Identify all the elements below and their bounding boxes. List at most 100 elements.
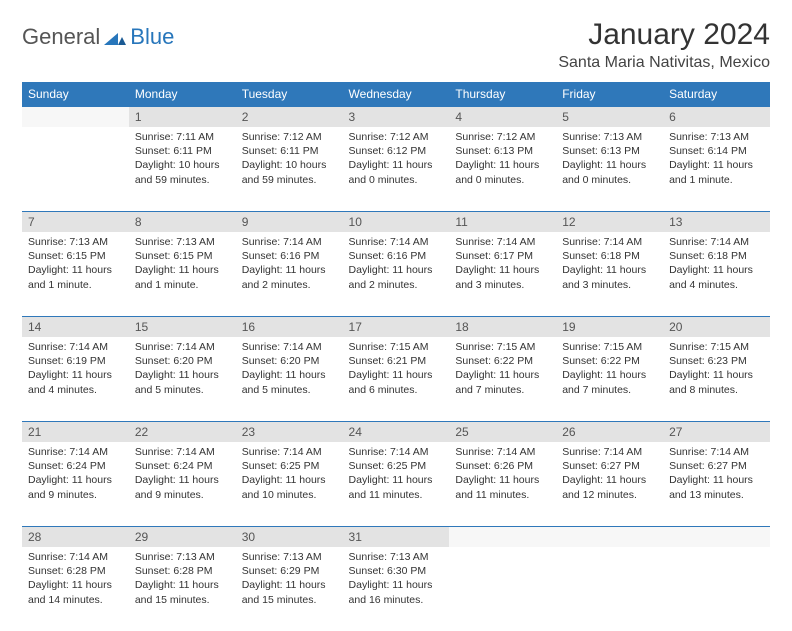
day-details: Sunrise: 7:14 AMSunset: 6:16 PMDaylight:…: [343, 232, 450, 298]
sunrise-text: Sunrise: 7:15 AM: [562, 340, 657, 354]
daylight-text: Daylight: 11 hours and 7 minutes.: [562, 368, 657, 396]
day-number: 20: [663, 316, 770, 337]
day-number: 21: [22, 421, 129, 442]
day-number-row: 123456: [22, 106, 770, 127]
day-detail-row: Sunrise: 7:13 AMSunset: 6:15 PMDaylight:…: [22, 232, 770, 316]
header: General Blue January 2024 Santa Maria Na…: [22, 18, 770, 72]
sunset-text: Sunset: 6:14 PM: [669, 144, 764, 158]
day-number: 19: [556, 316, 663, 337]
sunset-text: Sunset: 6:22 PM: [562, 354, 657, 368]
day-details: Sunrise: 7:12 AMSunset: 6:13 PMDaylight:…: [449, 127, 556, 193]
weekday-header-row: SundayMondayTuesdayWednesdayThursdayFrid…: [22, 82, 770, 106]
location-subtitle: Santa Maria Nativitas, Mexico: [558, 54, 770, 72]
day-details: Sunrise: 7:14 AMSunset: 6:25 PMDaylight:…: [343, 442, 450, 508]
daylight-text: Daylight: 11 hours and 1 minute.: [135, 263, 230, 291]
day-details: Sunrise: 7:13 AMSunset: 6:29 PMDaylight:…: [236, 547, 343, 613]
logo-mark-icon: [104, 29, 126, 45]
daylight-text: Daylight: 11 hours and 5 minutes.: [135, 368, 230, 396]
daylight-text: Daylight: 11 hours and 0 minutes.: [562, 158, 657, 186]
day-number: 11: [449, 211, 556, 232]
day-cell: Sunrise: 7:14 AMSunset: 6:16 PMDaylight:…: [236, 232, 343, 316]
daylight-text: Daylight: 10 hours and 59 minutes.: [242, 158, 337, 186]
day-number: 6: [663, 106, 770, 127]
weekday-header: Saturday: [663, 82, 770, 106]
sunset-text: Sunset: 6:27 PM: [562, 459, 657, 473]
sunset-text: Sunset: 6:25 PM: [242, 459, 337, 473]
day-cell: [22, 127, 129, 211]
sunset-text: Sunset: 6:23 PM: [669, 354, 764, 368]
day-number: 8: [129, 211, 236, 232]
daylight-text: Daylight: 11 hours and 2 minutes.: [242, 263, 337, 291]
day-details: Sunrise: 7:13 AMSunset: 6:15 PMDaylight:…: [22, 232, 129, 298]
sunrise-text: Sunrise: 7:14 AM: [455, 235, 550, 249]
day-number-empty: [449, 526, 556, 547]
weekday-header: Thursday: [449, 82, 556, 106]
day-details: Sunrise: 7:11 AMSunset: 6:11 PMDaylight:…: [129, 127, 236, 193]
day-detail-row: Sunrise: 7:11 AMSunset: 6:11 PMDaylight:…: [22, 127, 770, 211]
daylight-text: Daylight: 11 hours and 4 minutes.: [669, 263, 764, 291]
day-details: Sunrise: 7:15 AMSunset: 6:21 PMDaylight:…: [343, 337, 450, 403]
sunset-text: Sunset: 6:16 PM: [242, 249, 337, 263]
day-number: 14: [22, 316, 129, 337]
day-cell: Sunrise: 7:13 AMSunset: 6:13 PMDaylight:…: [556, 127, 663, 211]
day-details: Sunrise: 7:13 AMSunset: 6:15 PMDaylight:…: [129, 232, 236, 298]
day-cell: Sunrise: 7:13 AMSunset: 6:30 PMDaylight:…: [343, 547, 450, 631]
day-cell: Sunrise: 7:14 AMSunset: 6:26 PMDaylight:…: [449, 442, 556, 526]
weekday-header: Tuesday: [236, 82, 343, 106]
day-cell: Sunrise: 7:14 AMSunset: 6:18 PMDaylight:…: [663, 232, 770, 316]
sunrise-text: Sunrise: 7:14 AM: [349, 445, 444, 459]
month-title: January 2024: [558, 18, 770, 52]
daylight-text: Daylight: 11 hours and 6 minutes.: [349, 368, 444, 396]
sunset-text: Sunset: 6:24 PM: [135, 459, 230, 473]
daylight-text: Daylight: 11 hours and 7 minutes.: [455, 368, 550, 396]
sunset-text: Sunset: 6:24 PM: [28, 459, 123, 473]
sunrise-text: Sunrise: 7:14 AM: [349, 235, 444, 249]
weekday-header: Sunday: [22, 82, 129, 106]
sunset-text: Sunset: 6:18 PM: [669, 249, 764, 263]
sunrise-text: Sunrise: 7:14 AM: [669, 235, 764, 249]
sunrise-text: Sunrise: 7:14 AM: [562, 445, 657, 459]
day-number: 13: [663, 211, 770, 232]
sunrise-text: Sunrise: 7:14 AM: [455, 445, 550, 459]
sunset-text: Sunset: 6:28 PM: [28, 564, 123, 578]
day-cell: Sunrise: 7:15 AMSunset: 6:23 PMDaylight:…: [663, 337, 770, 421]
sunset-text: Sunset: 6:27 PM: [669, 459, 764, 473]
day-details: Sunrise: 7:12 AMSunset: 6:12 PMDaylight:…: [343, 127, 450, 193]
day-cell: [449, 547, 556, 631]
sunrise-text: Sunrise: 7:13 AM: [562, 130, 657, 144]
day-number-row: 14151617181920: [22, 316, 770, 337]
day-details: Sunrise: 7:14 AMSunset: 6:27 PMDaylight:…: [556, 442, 663, 508]
day-number: 12: [556, 211, 663, 232]
weekday-header: Friday: [556, 82, 663, 106]
weekday-header: Wednesday: [343, 82, 450, 106]
daylight-text: Daylight: 11 hours and 0 minutes.: [455, 158, 550, 186]
day-details: Sunrise: 7:15 AMSunset: 6:22 PMDaylight:…: [449, 337, 556, 403]
daylight-text: Daylight: 11 hours and 15 minutes.: [135, 578, 230, 606]
day-number: 15: [129, 316, 236, 337]
sunrise-text: Sunrise: 7:14 AM: [135, 445, 230, 459]
day-cell: Sunrise: 7:13 AMSunset: 6:29 PMDaylight:…: [236, 547, 343, 631]
daylight-text: Daylight: 11 hours and 0 minutes.: [349, 158, 444, 186]
sunrise-text: Sunrise: 7:13 AM: [669, 130, 764, 144]
day-number: 24: [343, 421, 450, 442]
sunrise-text: Sunrise: 7:13 AM: [135, 235, 230, 249]
day-number: 29: [129, 526, 236, 547]
daylight-text: Daylight: 11 hours and 3 minutes.: [455, 263, 550, 291]
day-cell: Sunrise: 7:12 AMSunset: 6:12 PMDaylight:…: [343, 127, 450, 211]
day-details: Sunrise: 7:13 AMSunset: 6:13 PMDaylight:…: [556, 127, 663, 193]
day-number: 25: [449, 421, 556, 442]
day-cell: Sunrise: 7:14 AMSunset: 6:27 PMDaylight:…: [556, 442, 663, 526]
day-number: 18: [449, 316, 556, 337]
day-number: 17: [343, 316, 450, 337]
day-number: 2: [236, 106, 343, 127]
sunset-text: Sunset: 6:26 PM: [455, 459, 550, 473]
day-cell: Sunrise: 7:15 AMSunset: 6:21 PMDaylight:…: [343, 337, 450, 421]
day-number: 9: [236, 211, 343, 232]
day-number: 7: [22, 211, 129, 232]
day-cell: Sunrise: 7:12 AMSunset: 6:13 PMDaylight:…: [449, 127, 556, 211]
sunset-text: Sunset: 6:13 PM: [455, 144, 550, 158]
daylight-text: Daylight: 11 hours and 3 minutes.: [562, 263, 657, 291]
sunrise-text: Sunrise: 7:15 AM: [669, 340, 764, 354]
day-cell: Sunrise: 7:14 AMSunset: 6:18 PMDaylight:…: [556, 232, 663, 316]
day-number: 5: [556, 106, 663, 127]
